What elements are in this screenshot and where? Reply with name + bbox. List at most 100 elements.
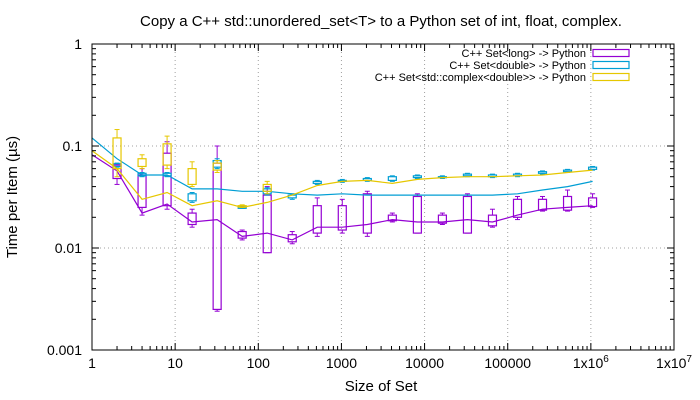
box-plot: [212, 160, 222, 173]
series-line: [91, 150, 593, 209]
box-plot: [162, 135, 172, 170]
x-tick-label: 10: [167, 355, 183, 371]
series-layer: [91, 129, 598, 312]
box-plot: [312, 179, 322, 185]
box-body: [337, 205, 347, 231]
x-tick-label: 10000: [405, 355, 444, 371]
box-plot: [512, 172, 523, 178]
box-plot: [187, 192, 197, 203]
box-body: [162, 152, 172, 207]
box-body: [562, 169, 573, 173]
box-plot: [362, 190, 372, 237]
box-plot: [287, 231, 297, 245]
box-plot: [537, 170, 548, 175]
legend-entry: C++ Set<std::complex<double>> -> Python: [375, 72, 630, 84]
box-body: [187, 193, 197, 202]
box-plot: [562, 189, 573, 212]
box-body: [412, 195, 422, 234]
x-tick-exponent: 7: [686, 354, 692, 365]
box-plot: [437, 212, 447, 225]
box-body: [212, 162, 222, 171]
box-plot: [387, 175, 397, 182]
box-plot: [512, 195, 523, 221]
box-plot: [137, 171, 147, 178]
box-body: [587, 166, 598, 170]
y-tick-label: 0.001: [47, 342, 82, 358]
plot-frame: [91, 43, 675, 351]
box-body: [287, 234, 297, 243]
box-body: [262, 194, 272, 254]
box-body: [262, 183, 272, 192]
x-tick-label: 1: [88, 355, 96, 371]
box-body: [137, 174, 147, 209]
series-3: [91, 129, 593, 209]
box-body: [587, 197, 598, 208]
y-tick-label: 0.1: [63, 138, 83, 154]
legend-swatch: [592, 60, 630, 70]
legend-label: C++ Set<long> -> Python: [462, 48, 586, 60]
box-plot: [462, 193, 473, 234]
box-plot: [387, 212, 397, 223]
legend-swatch: [592, 72, 630, 82]
y-tick-label: 0.01: [55, 240, 82, 256]
box-body: [212, 162, 222, 311]
box-body: [487, 214, 498, 227]
box-plot: [412, 174, 422, 180]
box-body: [112, 164, 122, 180]
box-body: [562, 195, 573, 211]
box-plot: [587, 193, 598, 208]
y-tick-label: 1: [74, 36, 82, 52]
ticks-layer: 1 10 100 1000 10000 100000 1x106 1x107 0.001 0.01…: [47, 36, 692, 371]
box-body: [162, 172, 172, 177]
y-axis-label: Time per Item (µs): [4, 136, 21, 258]
box-plot: [587, 165, 598, 171]
box-plot: [187, 161, 197, 188]
grid-layer: [92, 44, 674, 350]
series-1: [91, 141, 598, 312]
box-plot: [312, 197, 322, 237]
box-body: [462, 195, 473, 234]
box-body: [237, 205, 247, 208]
series-line: [91, 137, 593, 196]
x-tick-exponent: 6: [603, 354, 609, 365]
x-tick-label: 100: [247, 355, 271, 371]
box-body: [312, 180, 322, 184]
legend-swatch: [592, 48, 630, 58]
box-plot: [337, 198, 347, 234]
box-body: [537, 198, 548, 211]
box-body: [362, 193, 372, 234]
box-body: [512, 198, 523, 218]
box-body: [187, 168, 197, 186]
box-plot: [137, 154, 147, 170]
x-axis-label: Size of Set: [345, 378, 418, 395]
series-line: [91, 154, 593, 241]
box-body: [437, 214, 447, 224]
box-body: [112, 137, 122, 170]
x-tick-label: 1x106: [573, 354, 609, 371]
box-body: [387, 176, 397, 181]
box-body: [237, 230, 247, 239]
box-body: [462, 173, 473, 177]
box-plot: [237, 204, 247, 208]
x-tick-label: 1x107: [656, 354, 692, 371]
box-plot: [262, 180, 272, 195]
box-plot: [487, 208, 498, 228]
legend-label: C++ Set<double> -> Python: [449, 60, 586, 72]
box-body: [137, 172, 147, 177]
series-2: [91, 137, 598, 209]
box-body: [387, 214, 397, 222]
x-tick-label: 100000: [484, 355, 531, 371]
box-plot: [187, 208, 197, 228]
legend-label: C++ Set<std::complex<double>> -> Python: [375, 72, 586, 84]
box-body: [312, 205, 322, 234]
legend-entry: C++ Set<double> -> Python: [449, 60, 630, 72]
box-plot: [162, 171, 172, 178]
box-body: [537, 171, 548, 174]
box-body: [137, 158, 147, 168]
chart-title: Copy a C++ std::unordered_set<T> to a Py…: [140, 13, 622, 30]
box-plot: [112, 129, 122, 178]
box-plot: [262, 186, 272, 254]
